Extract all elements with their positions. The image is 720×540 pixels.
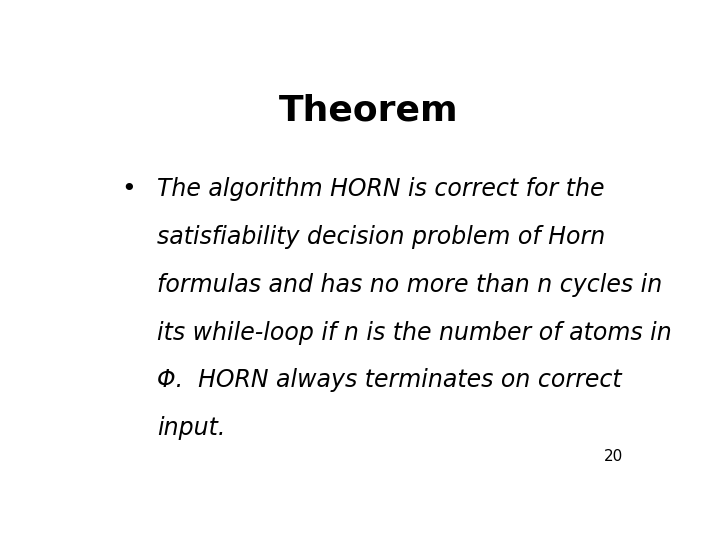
Text: formulas and has no more than n cycles in: formulas and has no more than n cycles i… (157, 273, 662, 296)
Text: Φ.  HORN always terminates on correct: Φ. HORN always terminates on correct (157, 368, 621, 393)
Text: Theorem: Theorem (279, 94, 459, 128)
Text: The algorithm HORN is correct for the: The algorithm HORN is correct for the (157, 177, 605, 201)
Text: its while-loop if n is the number of atoms in: its while-loop if n is the number of ato… (157, 321, 672, 345)
Text: 20: 20 (603, 449, 623, 464)
Text: •: • (122, 177, 136, 201)
Text: satisfiability decision problem of Horn: satisfiability decision problem of Horn (157, 225, 606, 249)
Text: input.: input. (157, 416, 225, 440)
